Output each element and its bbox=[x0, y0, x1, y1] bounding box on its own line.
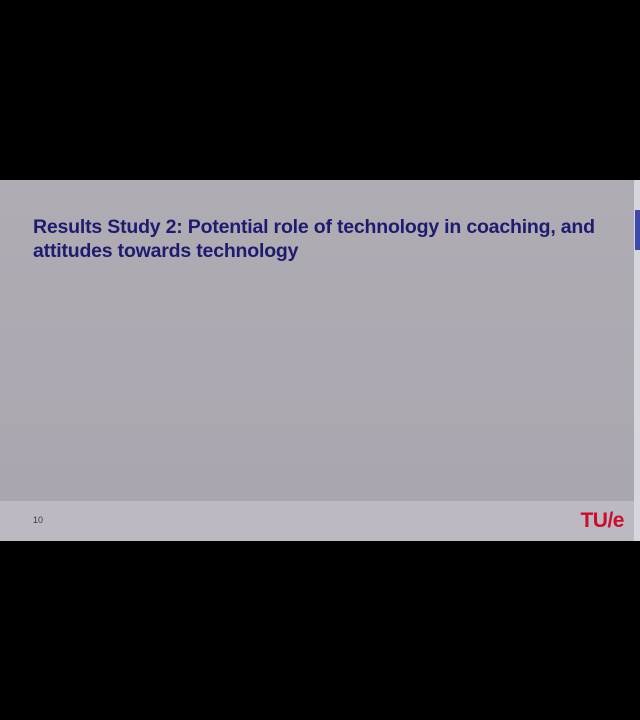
slide-content-area: Results Study 2: Potential role of techn… bbox=[0, 180, 634, 501]
tue-logo: TU/e bbox=[580, 509, 624, 532]
side-edge-strip bbox=[634, 180, 640, 541]
slide-footer: 10 TU/e bbox=[0, 501, 634, 541]
presentation-slide: Results Study 2: Potential role of techn… bbox=[0, 180, 634, 541]
slide-page-number: 10 bbox=[33, 515, 44, 525]
slide-title: Results Study 2: Potential role of techn… bbox=[33, 216, 595, 262]
edge-accent bbox=[635, 210, 640, 250]
